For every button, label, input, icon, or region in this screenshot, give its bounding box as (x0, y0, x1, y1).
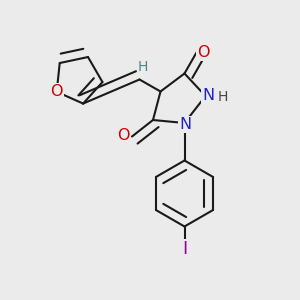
Text: I: I (182, 240, 187, 258)
Text: H: H (138, 60, 148, 74)
Text: N: N (179, 117, 191, 132)
Text: N: N (202, 88, 214, 103)
Text: O: O (50, 84, 63, 99)
Text: O: O (197, 45, 209, 60)
Text: O: O (117, 128, 129, 143)
Text: H: H (218, 90, 228, 104)
